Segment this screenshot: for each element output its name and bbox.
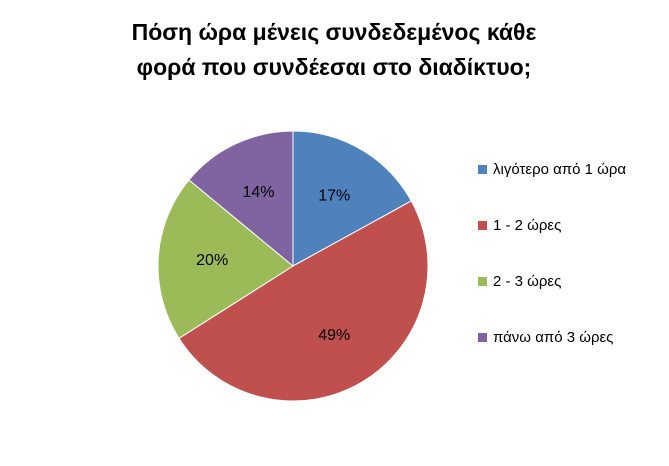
legend-label: πάνω από 3 ώρες (493, 329, 613, 346)
legend-label: 2 - 3 ώρες (493, 273, 561, 290)
data-label: 49% (318, 327, 350, 344)
pie-slice (292, 130, 412, 267)
pie-slice (188, 130, 294, 268)
legend-label: λιγότερο από 1 ώρα (493, 161, 626, 178)
legend-swatch (478, 221, 487, 230)
data-label: 20% (196, 252, 228, 269)
legend-swatch (478, 165, 487, 174)
data-label: 17% (318, 187, 350, 204)
pie-slice (178, 200, 429, 402)
data-label: 14% (242, 184, 274, 201)
pie-slice (157, 179, 294, 340)
legend-label: 1 - 2 ώρες (493, 217, 561, 234)
legend-swatch (478, 333, 487, 342)
chart-title: Πόση ώρα μένεις συνδεδεμένος κάθε (132, 19, 537, 45)
chart-title: φορά που συνδέεσαι στο διαδίκτυο; (137, 54, 532, 80)
legend-swatch (478, 277, 487, 286)
